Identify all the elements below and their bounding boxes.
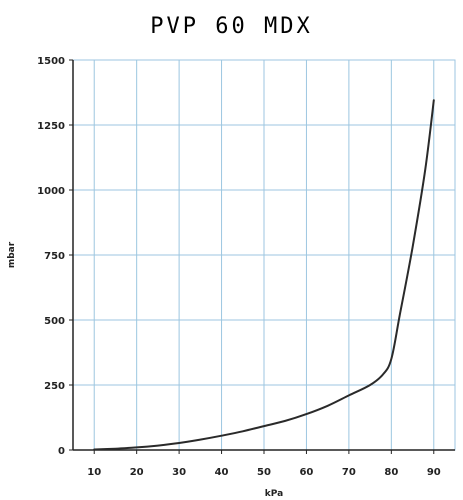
x-tick-label: 40 — [215, 467, 229, 478]
x-tick-label: 10 — [87, 467, 101, 478]
x-tick-label: 60 — [299, 467, 313, 478]
y-axis-label: mbar — [7, 241, 17, 268]
y-tick-label: 1500 — [37, 56, 65, 67]
y-tick-label: 1000 — [37, 186, 65, 197]
y-tick-label: 500 — [44, 316, 65, 327]
axes — [69, 59, 455, 454]
tick-labels: 10 20 30 40 50 60 70 80 90 0 250 500 750 1000 1250 1500… — [7, 56, 441, 499]
x-tick-label: 50 — [257, 467, 271, 478]
series-line — [93, 99, 435, 451]
y-tick-label: 750 — [44, 251, 65, 262]
y-tick-label: 1250 — [37, 121, 65, 132]
x-tick-label: 80 — [384, 467, 398, 478]
y-tick-label: 0 — [58, 446, 65, 457]
x-tick-label: 30 — [172, 467, 186, 478]
series-layer — [93, 99, 435, 451]
y-tick-label: 250 — [44, 381, 65, 392]
x-tick-label: 70 — [342, 467, 356, 478]
chart-title: PVP 60 MDX — [150, 14, 313, 39]
grid-lines — [72, 59, 456, 451]
x-tick-label: 90 — [427, 467, 441, 478]
x-tick-label: 20 — [130, 467, 144, 478]
x-axis-label: kPa — [265, 489, 283, 499]
